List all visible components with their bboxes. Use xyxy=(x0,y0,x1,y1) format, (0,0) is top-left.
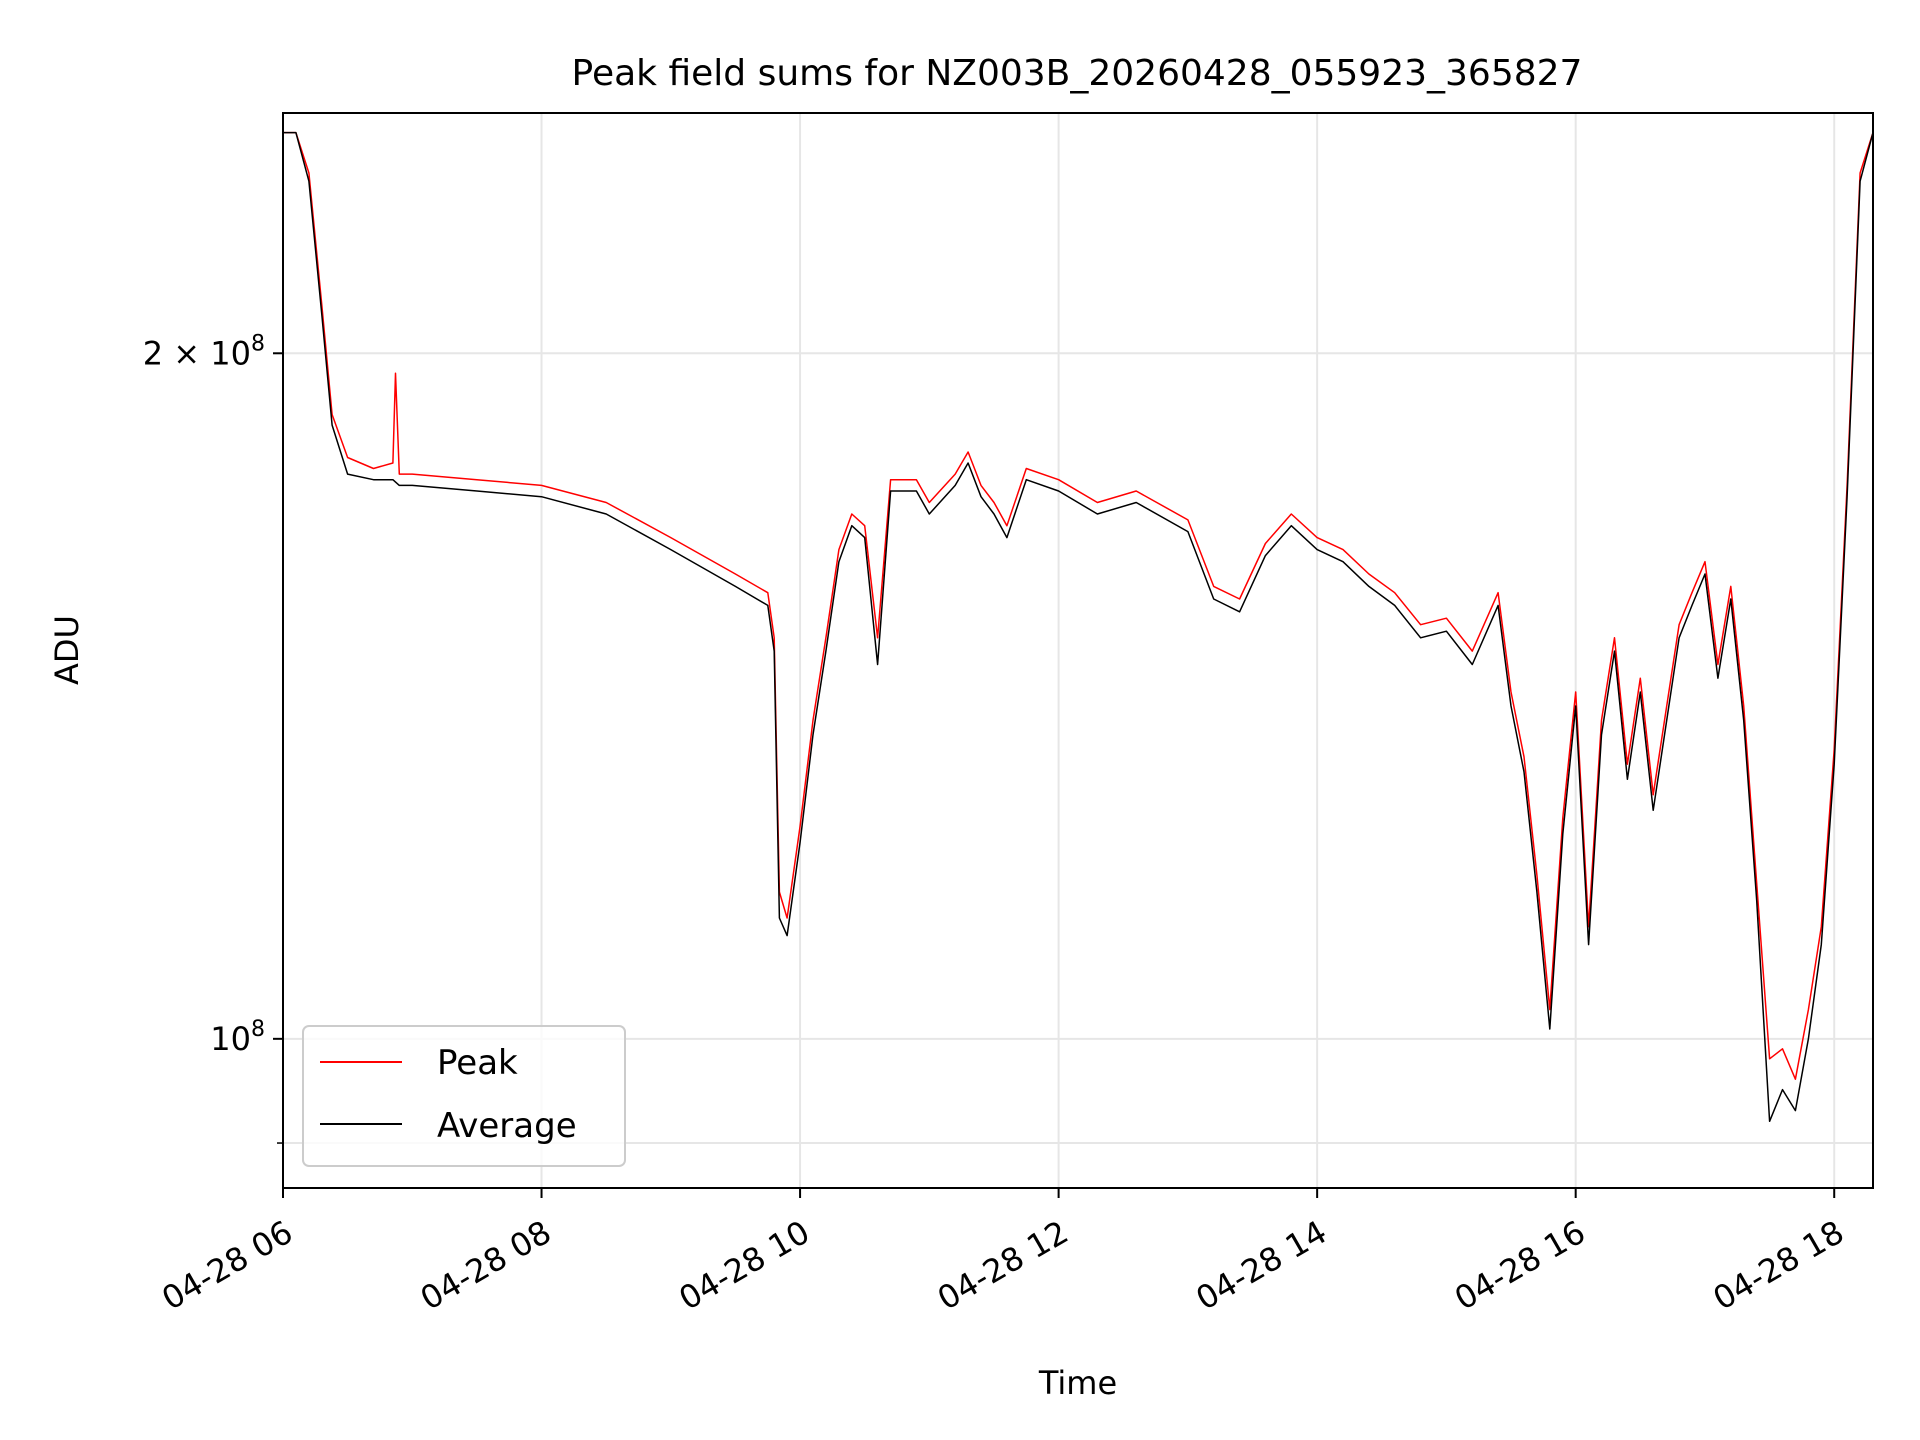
legend: Peak Average xyxy=(302,1025,626,1167)
y-tick-label-base: 10 xyxy=(210,1020,251,1058)
series-line-average xyxy=(283,131,1873,1123)
y-tick-label-exp: 8 xyxy=(251,1017,265,1042)
x-axis-label: Time xyxy=(1038,1364,1117,1402)
y-tick-label-exp: 8 xyxy=(251,331,265,356)
legend-label-peak: Peak xyxy=(437,1043,518,1083)
series-line-peak xyxy=(283,131,1873,1080)
y-tick-label-base: 10 xyxy=(210,334,251,372)
y-tick-label: 108 xyxy=(210,1017,265,1058)
chart-title: Peak field sums for NZ003B_20260428_0559… xyxy=(572,53,1583,94)
grid xyxy=(282,113,1873,1188)
y-tick-label-mult: 2 × xyxy=(143,334,211,372)
y-tick-label: 2 × 108 xyxy=(143,331,265,372)
series-lines xyxy=(283,131,1873,1123)
y-axis-label: ADU xyxy=(48,615,86,685)
legend-label-average: Average xyxy=(437,1106,577,1146)
plot-area xyxy=(282,112,1874,1189)
